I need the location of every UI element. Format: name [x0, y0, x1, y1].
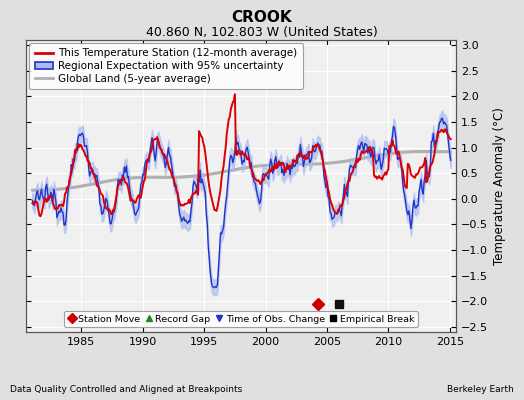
- Text: Data Quality Controlled and Aligned at Breakpoints: Data Quality Controlled and Aligned at B…: [10, 385, 243, 394]
- Y-axis label: Temperature Anomaly (°C): Temperature Anomaly (°C): [494, 107, 506, 265]
- Text: Berkeley Earth: Berkeley Earth: [447, 385, 514, 394]
- Legend: Station Move, Record Gap, Time of Obs. Change, Empirical Break: Station Move, Record Gap, Time of Obs. C…: [64, 311, 418, 327]
- Text: CROOK: CROOK: [232, 10, 292, 25]
- Text: 40.860 N, 102.803 W (United States): 40.860 N, 102.803 W (United States): [146, 26, 378, 39]
